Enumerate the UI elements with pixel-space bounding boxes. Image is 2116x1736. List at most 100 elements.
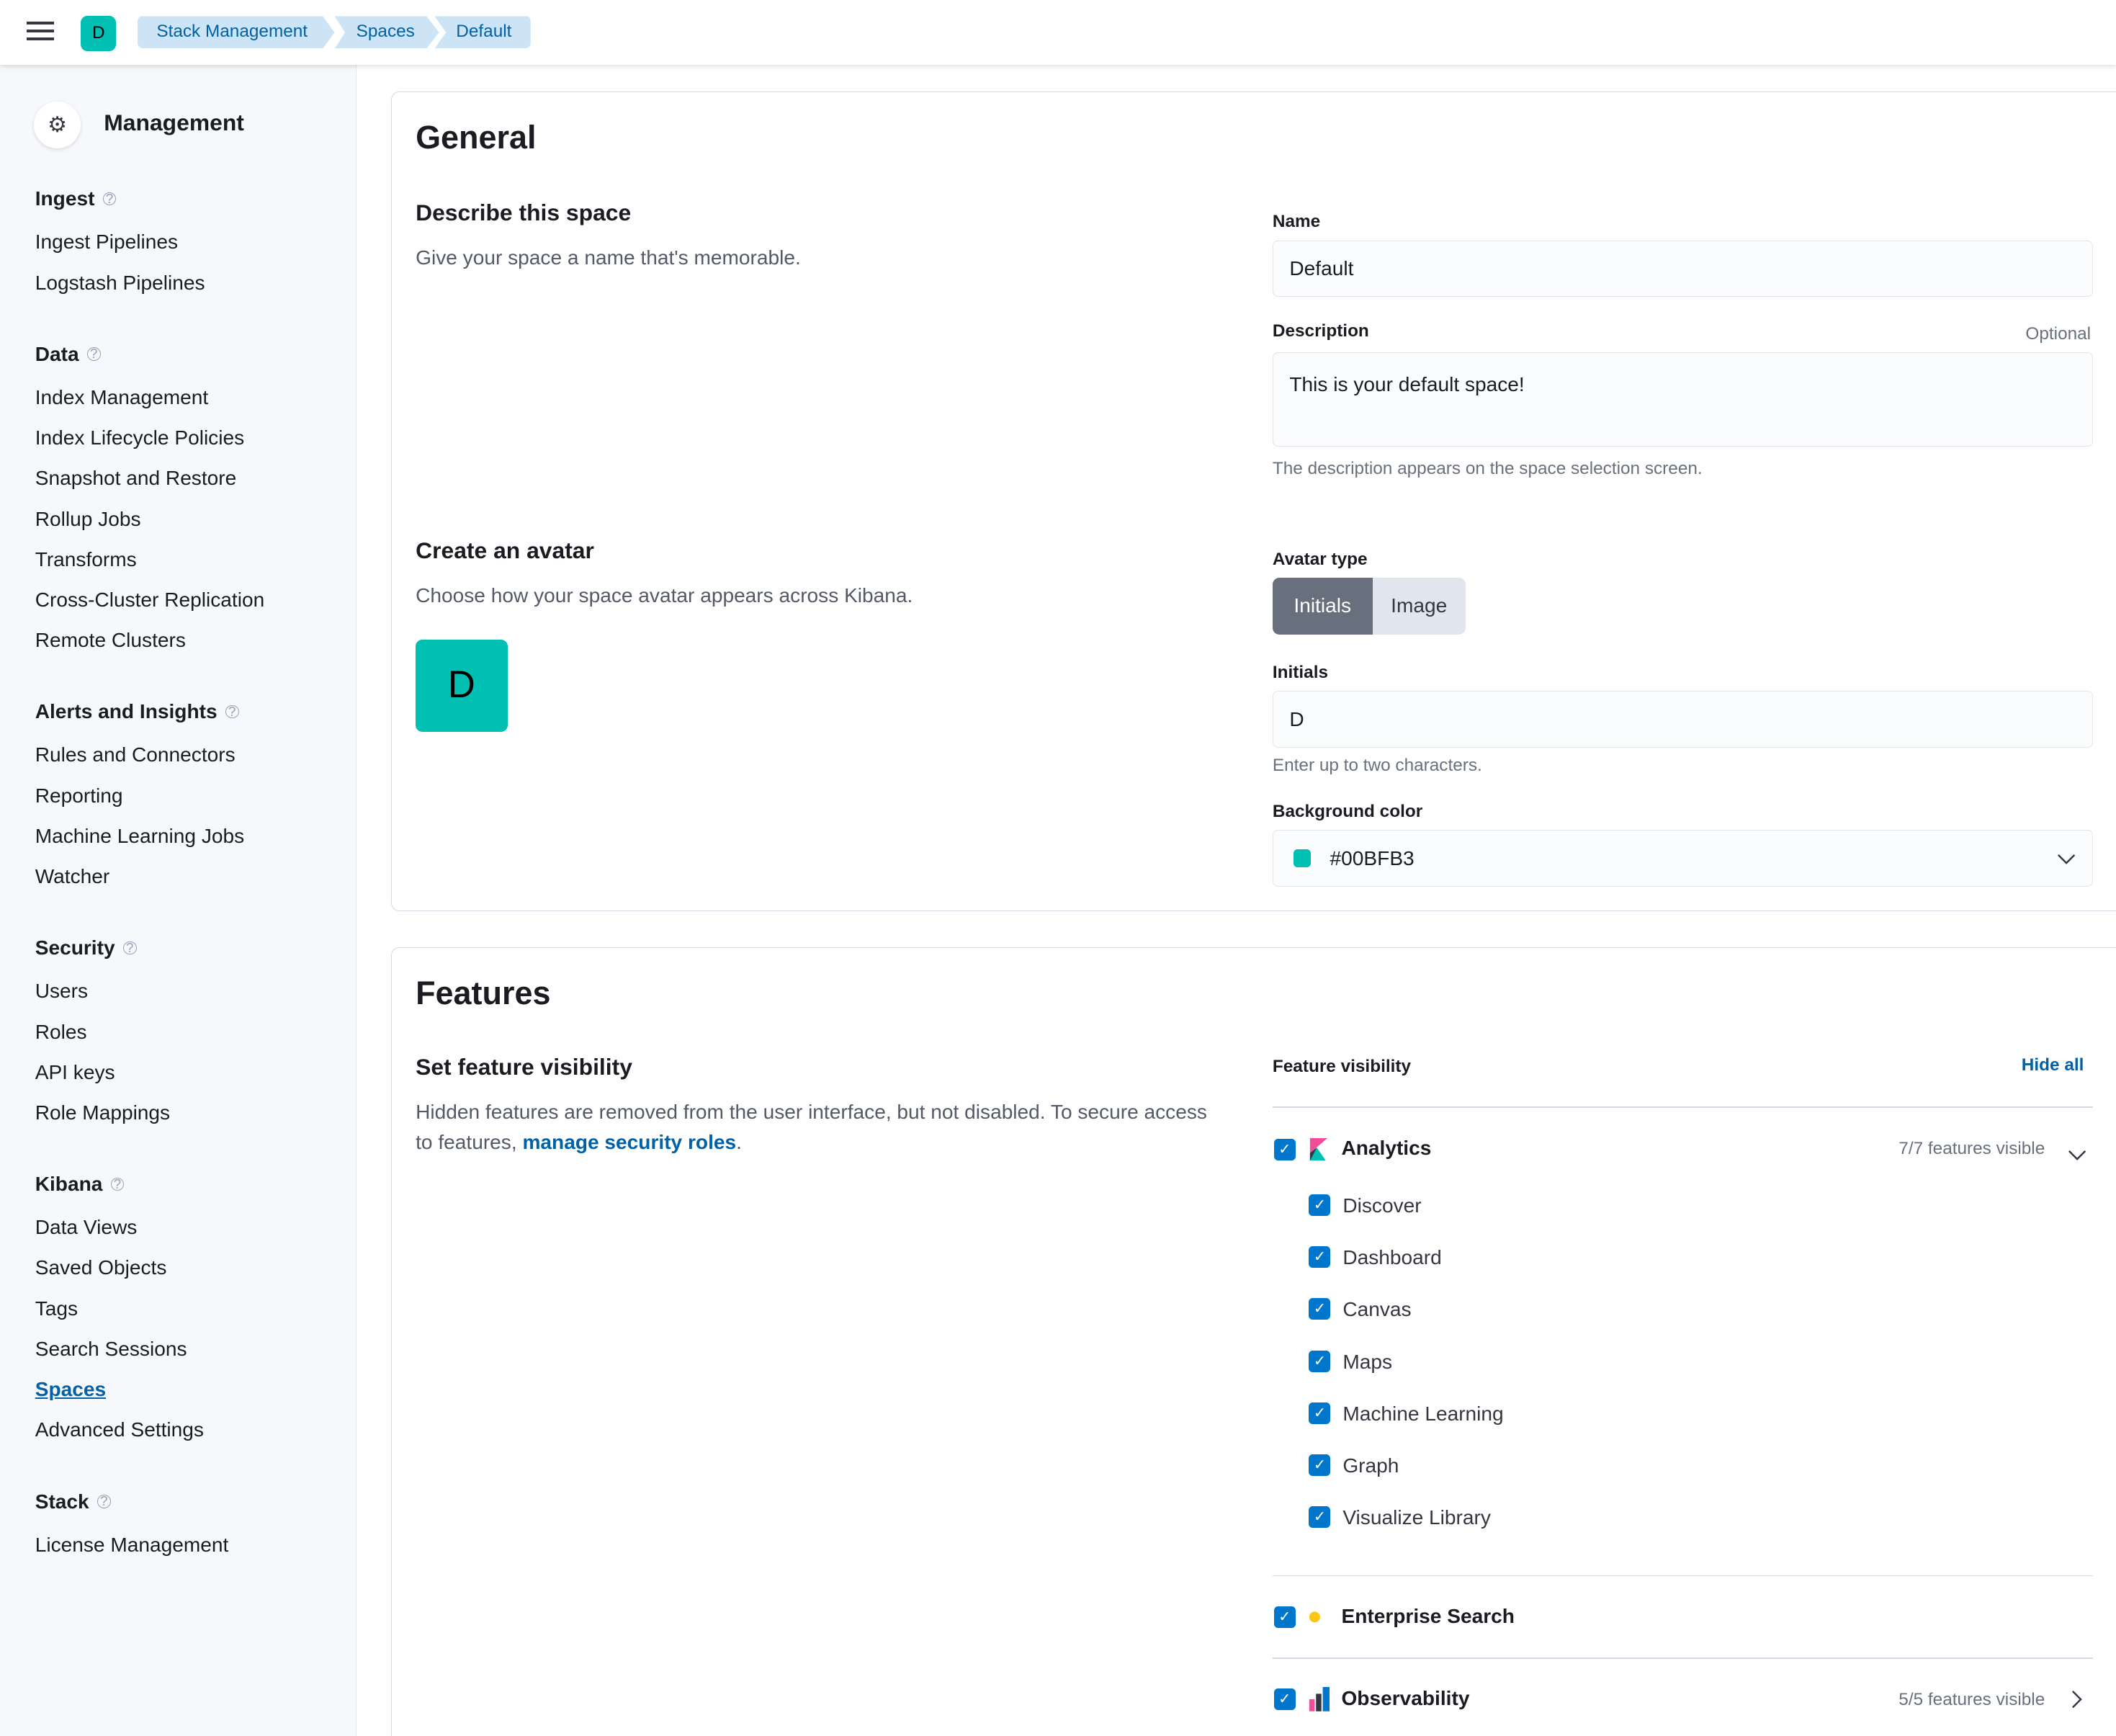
feature-discover: Discover [1342, 1194, 1422, 1217]
feature-maps: Maps [1342, 1350, 1393, 1373]
feature-checkbox[interactable]: ✓ [1309, 1246, 1331, 1269]
gear-icon: ⚙ [33, 101, 81, 149]
sidebar-section-ingest: Ingest? [35, 187, 117, 210]
analytics-count: 7/7 features visible [1898, 1139, 2045, 1159]
sidebar-item-advanced-settings[interactable]: Advanced Settings [35, 1418, 204, 1441]
analytics-checkbox[interactable]: ✓ [1273, 1139, 1296, 1161]
observability-icon [1308, 1687, 1332, 1717]
sidebar-item-role-mappings[interactable]: Role Mappings [35, 1101, 171, 1124]
describe-text: Give your space a name that's memorable. [416, 246, 801, 269]
sidebar-section-kibana: Kibana? [35, 1173, 125, 1196]
question-circle-icon[interactable]: ? [102, 192, 117, 206]
name-input[interactable]: Default [1272, 240, 2094, 297]
sidebar-item-index-management[interactable]: Index Management [35, 385, 209, 408]
breadcrumb-spaces[interactable]: Spaces [334, 16, 439, 49]
visibility-text-body: Hidden features are removed from the use… [416, 1101, 1207, 1153]
avatar-preview: D [416, 640, 508, 732]
feature-checkbox[interactable]: ✓ [1309, 1402, 1331, 1424]
sidebar-item-logstash-pipelines[interactable]: Logstash Pipelines [35, 271, 205, 294]
sidebar-item-rollup-jobs[interactable]: Rollup Jobs [35, 507, 141, 530]
category-analytics: Analytics [1341, 1136, 1432, 1159]
sidebar-item-rules-and-connectors[interactable]: Rules and Connectors [35, 743, 236, 766]
divider [1272, 1657, 2094, 1659]
question-circle-icon[interactable]: ? [110, 1177, 125, 1191]
initials-input[interactable]: D [1272, 691, 2094, 748]
visibility-title: Set feature visibility [416, 1054, 632, 1080]
feature-checkbox[interactable]: ✓ [1309, 1454, 1331, 1476]
category-observability: Observability [1341, 1687, 1470, 1710]
sidebar-title: Management [104, 109, 244, 135]
sidebar-item-machine-learning-jobs[interactable]: Machine Learning Jobs [35, 824, 245, 847]
question-circle-icon[interactable]: ? [97, 1494, 111, 1508]
name-label: Name [1272, 212, 1321, 232]
section-title: Alerts and Insights [35, 700, 218, 723]
feature-checkbox[interactable]: ✓ [1309, 1350, 1331, 1372]
sidebar-item-data-views[interactable]: Data Views [35, 1216, 138, 1239]
question-circle-icon[interactable]: ? [225, 704, 239, 719]
question-circle-icon[interactable]: ? [122, 941, 137, 955]
sidebar-item-saved-objects[interactable]: Saved Objects [35, 1256, 167, 1279]
space-avatar[interactable]: D [81, 16, 117, 52]
menu-icon[interactable] [27, 21, 54, 43]
avatar-type-initials[interactable]: Initials [1272, 577, 1373, 635]
sidebar-item-ingest-pipelines[interactable]: Ingest Pipelines [35, 231, 179, 254]
avatar-text: Choose how your space avatar appears acr… [416, 583, 913, 607]
description-help: The description appears on the space sel… [1272, 459, 1703, 479]
sidebar-item-reporting[interactable]: Reporting [35, 784, 123, 807]
sidebar-item-index-lifecycle-policies[interactable]: Index Lifecycle Policies [35, 426, 245, 449]
observability-checkbox[interactable]: ✓ [1273, 1688, 1296, 1710]
sidebar-item-api-keys[interactable]: API keys [35, 1060, 115, 1083]
sidebar-item-search-sessions[interactable]: Search Sessions [35, 1337, 187, 1360]
description-textarea[interactable]: This is your default space! [1272, 352, 2094, 447]
avatar-type-image[interactable]: Image [1372, 577, 1466, 635]
sidebar-item-remote-clusters[interactable]: Remote Clusters [35, 629, 186, 652]
sidebar-item-spaces[interactable]: Spaces [35, 1378, 107, 1401]
feature-canvas: Canvas [1342, 1298, 1412, 1321]
sidebar-item-users[interactable]: Users [35, 980, 89, 1003]
initials-label: Initials [1272, 662, 1328, 682]
feature-graph: Graph [1342, 1454, 1399, 1477]
question-circle-icon[interactable]: ? [86, 346, 101, 361]
category-enterprise-search: Enterprise Search [1341, 1604, 1515, 1627]
section-title: Stack [35, 1490, 89, 1513]
features-title: Features [416, 974, 551, 1011]
feature-checkbox[interactable]: ✓ [1309, 1194, 1331, 1217]
sidebar-section-stack: Stack? [35, 1490, 111, 1513]
sidebar-item-license-management[interactable]: License Management [35, 1533, 229, 1556]
sidebar-section-alerts-and-insights: Alerts and Insights? [35, 700, 239, 723]
breadcrumb-stack-management[interactable]: Stack Management [138, 16, 335, 49]
feature-checkbox[interactable]: ✓ [1309, 1298, 1331, 1320]
sidebar-item-watcher[interactable]: Watcher [35, 865, 110, 888]
features-panel [391, 947, 2116, 1736]
chevron-right-icon[interactable] [2071, 1690, 2082, 1714]
chevron-down-icon[interactable] [2068, 1142, 2086, 1166]
breadcrumb-default: Default [434, 16, 531, 49]
visibility-text: Hidden features are removed from the use… [416, 1097, 1211, 1156]
bg-color-picker[interactable]: #00BFB3 [1272, 830, 2094, 887]
section-title: Kibana [35, 1173, 103, 1196]
section-title: Data [35, 342, 79, 365]
color-swatch [1293, 849, 1312, 867]
manage-security-roles-link[interactable]: manage security roles [522, 1130, 737, 1153]
bg-color-value: #00BFB3 [1330, 846, 1415, 869]
period: . [736, 1130, 742, 1153]
sidebar-item-cross-cluster-replication[interactable]: Cross-Cluster Replication [35, 588, 265, 611]
kibana-logo-icon [1309, 1137, 1329, 1167]
sidebar-item-snapshot-and-restore[interactable]: Snapshot and Restore [35, 467, 237, 490]
feature-checkbox[interactable]: ✓ [1309, 1506, 1331, 1529]
sidebar-item-transforms[interactable]: Transforms [35, 547, 137, 571]
hide-all-button[interactable]: Hide all [2021, 1055, 2084, 1075]
general-panel [391, 91, 2116, 911]
sidebar-item-tags[interactable]: Tags [35, 1297, 79, 1320]
divider [1272, 1106, 2094, 1109]
describe-title: Describe this space [416, 200, 632, 226]
observability-count: 5/5 features visible [1898, 1689, 2045, 1709]
feature-visibility-label: Feature visibility [1272, 1057, 1412, 1077]
optional-label: Optional [2025, 323, 2092, 344]
feature-machine-learning: Machine Learning [1342, 1402, 1504, 1425]
general-title: General [416, 118, 537, 156]
enterprise-search-checkbox[interactable]: ✓ [1273, 1606, 1296, 1628]
sidebar-item-roles[interactable]: Roles [35, 1020, 87, 1043]
section-title: Ingest [35, 187, 95, 210]
